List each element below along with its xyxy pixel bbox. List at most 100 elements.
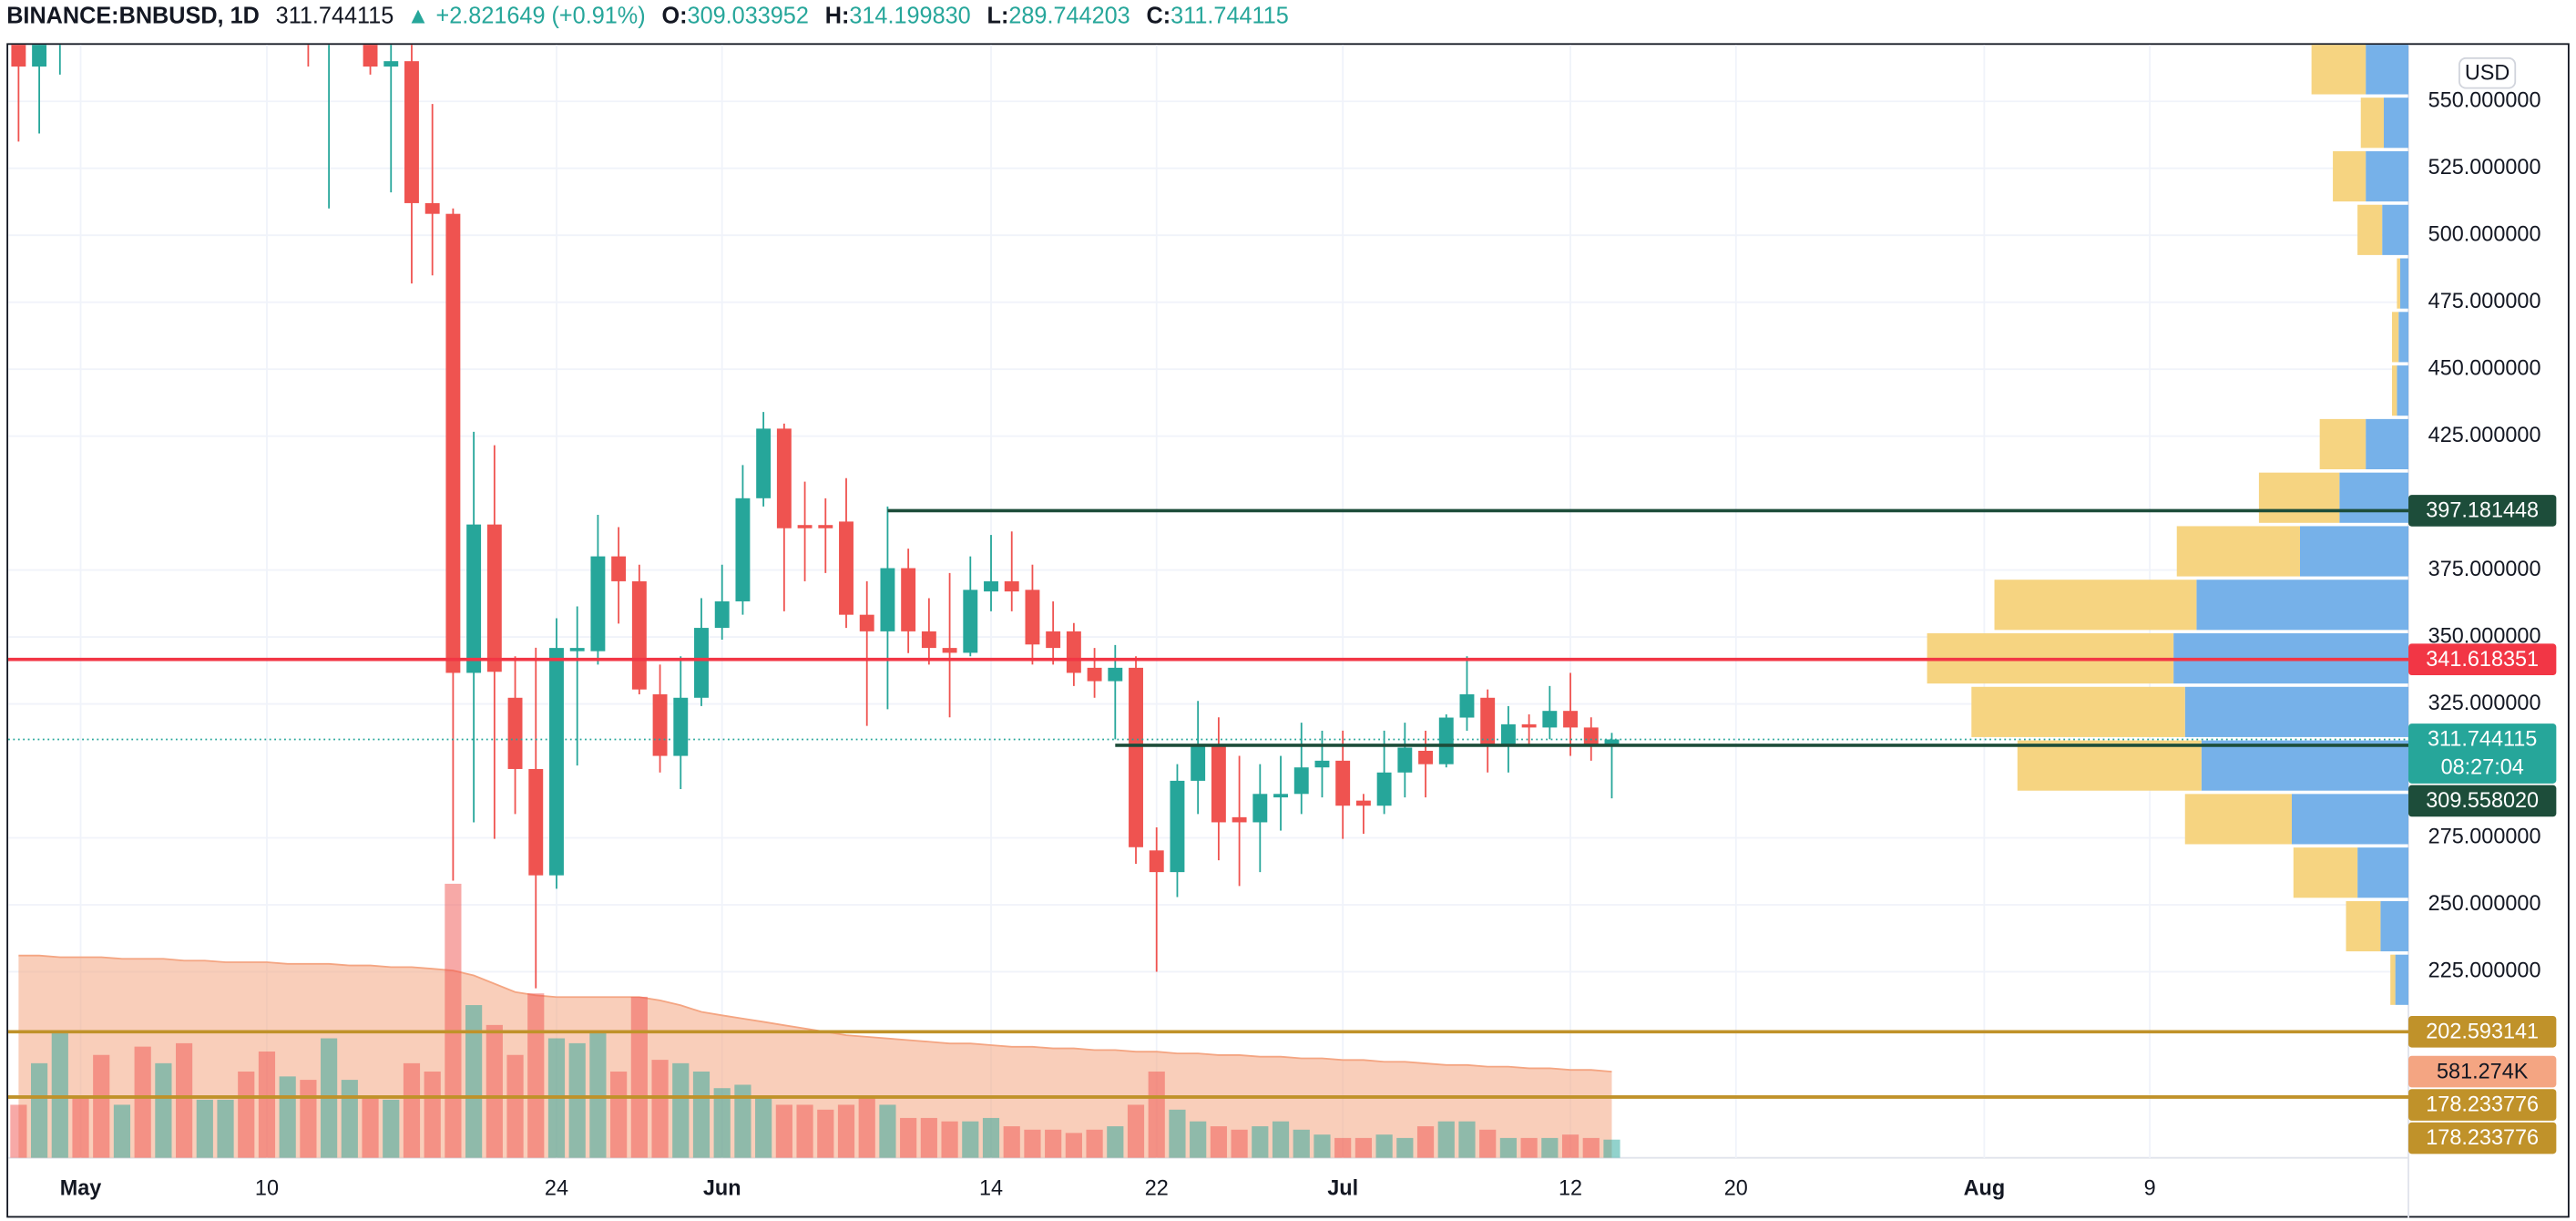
candle-body	[466, 524, 482, 673]
volume-bar	[1582, 1137, 1600, 1158]
y-tick-label: 325.000000	[2428, 691, 2541, 714]
profile-bar	[2196, 580, 2409, 631]
x-tick-label: Jun	[703, 1175, 741, 1199]
x-tick-label: 12	[1559, 1175, 1582, 1199]
candle-body	[1087, 667, 1102, 682]
ohlc-value: 289.744203	[1008, 3, 1130, 28]
volume-bar	[300, 1080, 317, 1158]
profile-bar	[2293, 847, 2358, 898]
volume-bar	[93, 1054, 110, 1158]
candle-body	[839, 521, 854, 615]
y-tick-label: 425.000000	[2428, 423, 2541, 446]
price-label-box	[2408, 1122, 2557, 1154]
candle-body	[1314, 760, 1330, 768]
candle-body	[1521, 723, 1537, 728]
volume-bar	[755, 1096, 772, 1158]
candle-body	[1418, 750, 1433, 764]
volume-bar	[1107, 1126, 1124, 1158]
candle-body	[1046, 631, 1061, 649]
candle-body	[1129, 667, 1143, 847]
volume-bar	[1396, 1137, 1414, 1158]
profile-bar	[2176, 526, 2300, 577]
candle-body	[1149, 850, 1164, 873]
candle-body	[756, 428, 772, 498]
volume-bar	[1127, 1104, 1145, 1158]
volume-bar	[900, 1117, 917, 1158]
candle-body	[735, 498, 751, 601]
profile-bar	[2017, 740, 2202, 791]
volume-bar	[1210, 1126, 1227, 1158]
x-tick-label: 22	[1145, 1175, 1169, 1199]
price-label: 311.744115	[2428, 727, 2537, 751]
volume-bar	[920, 1117, 937, 1158]
candle-body	[1211, 744, 1226, 823]
candle-body	[797, 525, 813, 528]
volume-bar	[1334, 1137, 1352, 1158]
price-label: 08:27:04	[2441, 755, 2524, 779]
profile-bar	[2392, 312, 2399, 363]
candle-body	[1004, 580, 1019, 592]
symbol: BINANCE:BNBUSD, 1D	[6, 3, 260, 28]
profile-bar	[2366, 150, 2409, 202]
candle-body	[942, 648, 957, 653]
profile-bar	[2366, 45, 2409, 95]
volume-bar	[113, 1104, 131, 1158]
volume-bar	[31, 1062, 48, 1158]
profile-bar	[2360, 97, 2384, 149]
candle-body	[590, 556, 606, 652]
volume-bar	[238, 1071, 255, 1158]
volume-bar	[486, 1024, 503, 1158]
price-label: 397.181448	[2426, 498, 2539, 521]
volume-bar	[1561, 1134, 1579, 1158]
volume-bar	[941, 1121, 958, 1158]
candle-body	[528, 768, 544, 876]
volume-bar	[1458, 1121, 1476, 1158]
ohlc-key: O:	[661, 3, 687, 28]
candle-body	[1583, 727, 1599, 744]
candle-body	[424, 202, 440, 214]
profile-bar	[2390, 954, 2396, 1005]
candle-body	[776, 428, 792, 528]
currency-label[interactable]: USD	[2465, 60, 2510, 84]
candle-body	[714, 600, 730, 629]
last-price: 311.744115	[276, 3, 394, 28]
volume-bar	[1416, 1126, 1435, 1158]
ohlc-value: 311.744115	[1170, 3, 1289, 28]
y-tick-label: 475.000000	[2428, 289, 2541, 313]
volume-bar	[1314, 1134, 1331, 1158]
volume-bar	[1065, 1133, 1082, 1158]
candle-body	[1066, 631, 1081, 673]
legend-header: BINANCE:BNBUSD, 1D 311.744115 ▲ +2.82164…	[6, 3, 1289, 28]
volume-bar	[672, 1062, 690, 1158]
volume-bar	[1520, 1137, 1538, 1158]
profile-bar	[1994, 580, 2197, 631]
volume-bar	[1603, 1139, 1620, 1158]
volume-bar	[1437, 1121, 1455, 1158]
candle-body	[984, 580, 998, 592]
volume-bar	[651, 1060, 669, 1158]
volume-bar	[1190, 1121, 1207, 1158]
y-tick-label: 350.000000	[2428, 623, 2541, 647]
price-label: 178.233776	[2426, 1093, 2539, 1116]
volume-bar	[362, 1096, 379, 1158]
profile-bar	[2201, 740, 2409, 791]
currency-button-box[interactable]	[2458, 56, 2517, 89]
candle-body	[1355, 800, 1371, 806]
candle-body	[507, 697, 523, 769]
volume-bar	[1148, 1071, 1165, 1158]
candle-body	[921, 631, 936, 649]
volume-bar	[858, 1096, 875, 1158]
volume-bar	[445, 883, 462, 1158]
candle-body	[859, 614, 874, 631]
price-label-box	[2408, 723, 2557, 784]
x-tick-label: 20	[1724, 1175, 1748, 1199]
volume-bar	[134, 1046, 151, 1158]
y-tick-label: 550.000000	[2428, 87, 2541, 111]
candle-body	[1232, 816, 1247, 823]
profile-bar	[2383, 97, 2409, 149]
currency-button[interactable]: USD	[2458, 56, 2517, 89]
candle-body	[1480, 697, 1496, 744]
volume-bar	[734, 1084, 751, 1158]
